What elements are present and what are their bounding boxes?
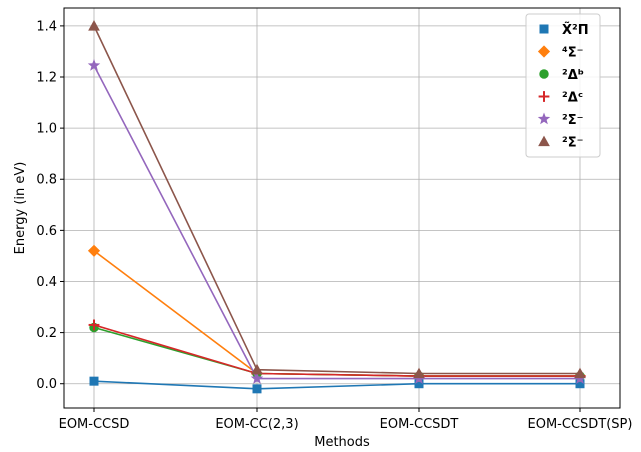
legend: X̃²Π ⁴Σ⁻ ²Δᵇ ²Δᶜ ²Σ⁻ ²Σ⁻ — [525, 13, 601, 158]
data-point — [575, 379, 585, 389]
legend-marker — [539, 69, 549, 79]
data-point — [88, 20, 100, 31]
data-point — [252, 384, 262, 394]
data-point — [414, 379, 424, 389]
data-point — [413, 367, 425, 379]
legend-label: ²Δᶜ — [562, 91, 583, 106]
y-tick-label: 1.2 — [36, 71, 57, 86]
y-tick-label: 1.4 — [36, 19, 57, 34]
axis-ticks: EOM-CCSD EOM-CC(2,3) EOM-CCSDT EOM-CCSDT(SP… — [36, 19, 632, 432]
plot-frame — [63, 7, 621, 409]
legend-label: ²Δᵇ — [562, 68, 584, 83]
y-tick-label: 0.2 — [36, 326, 57, 341]
legend-item: X̃²Π — [539, 23, 589, 38]
series-line — [93, 65, 580, 380]
y-axis-label: Energy (in eV) — [13, 162, 28, 255]
series-1 — [89, 376, 585, 394]
data-point — [88, 319, 100, 331]
data-point — [574, 367, 586, 379]
legend-label: ⁴Σ⁻ — [562, 46, 583, 61]
y-tick-label: 0.6 — [36, 224, 57, 239]
series-line — [93, 324, 580, 377]
data-point — [87, 244, 101, 257]
y-tick-label: 0.4 — [36, 275, 57, 290]
legend-item: ²Δᶜ — [538, 91, 583, 106]
x-tick-label: EOM-CCSDT — [380, 417, 459, 432]
series-lines — [87, 20, 587, 394]
x-tick-label: EOM-CCSDT(SP) — [528, 417, 633, 432]
y-tick-label: 0.0 — [36, 377, 57, 392]
legend-item: ⁴Σ⁻ — [537, 45, 583, 61]
x-tick-label: EOM-CC(2,3) — [215, 417, 298, 432]
data-point — [251, 363, 263, 375]
legend-label: X̃²Π — [562, 23, 589, 38]
data-point — [87, 58, 101, 71]
x-tick-label: EOM-CCSD — [59, 417, 130, 432]
y-tick-label: 1.0 — [36, 122, 57, 137]
legend-item: ²Σ⁻ — [537, 112, 583, 128]
legend-marker — [537, 45, 551, 58]
legend-label: ²Σ⁻ — [562, 136, 583, 151]
series-6 — [88, 20, 586, 379]
data-point — [250, 372, 264, 384]
legend-label: ²Σ⁻ — [562, 113, 583, 128]
legend-marker — [538, 135, 550, 147]
series-line — [93, 25, 580, 375]
legend-item: ²Δᵇ — [539, 68, 584, 83]
series-line — [93, 380, 580, 390]
y-tick-label: 0.8 — [36, 173, 57, 188]
legend-marker — [537, 112, 551, 125]
x-axis-label: Methods — [314, 435, 370, 450]
data-point — [89, 376, 99, 386]
legend-marker — [538, 91, 550, 102]
legend-marker — [539, 24, 549, 34]
legend-item: ²Σ⁻ — [538, 136, 583, 151]
